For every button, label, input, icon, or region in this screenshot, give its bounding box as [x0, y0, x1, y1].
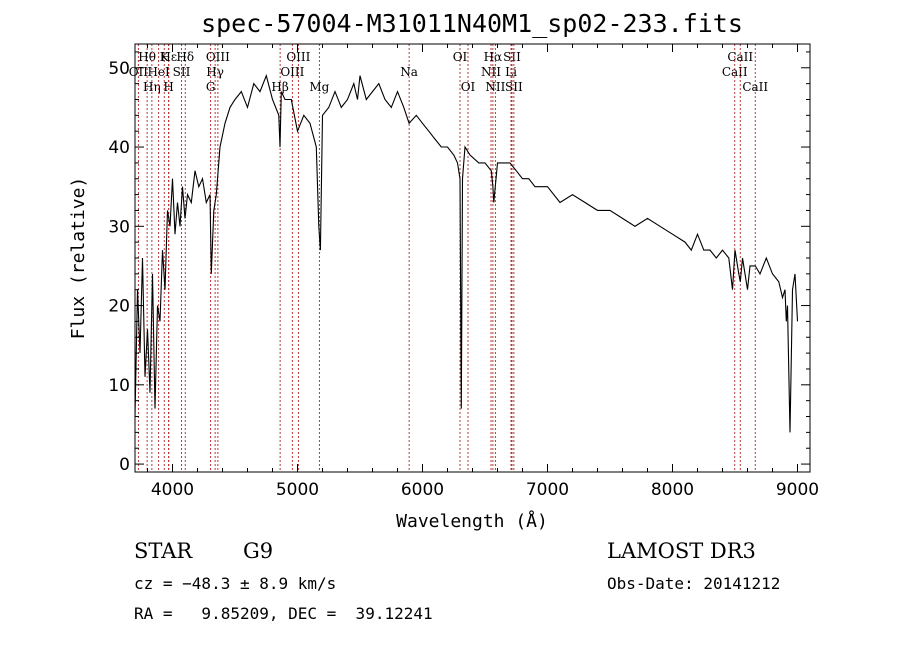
ra-dec-coordinates: RA = 9.85209, DEC = 39.12241 — [134, 604, 433, 623]
spectral-line-label: NII — [485, 80, 505, 94]
spectral-line-label: Na — [400, 65, 418, 79]
spectral-line-label: OIII — [206, 50, 230, 64]
plot-frame — [134, 43, 811, 473]
y-axis-label: Flux (relative) — [68, 177, 89, 340]
spectral-line-label: OI — [461, 80, 476, 94]
spectral-line-markers: HθOIIHηHeIKHHεSIIHδGOIIIHγHβOIIIOIIIMgNa… — [129, 44, 768, 472]
spectral-line-label: Hβ — [271, 80, 288, 94]
redshift-velocity: cz = −48.3 ± 8.9 km/s — [134, 574, 337, 593]
object-subclass: G9 — [243, 539, 274, 563]
spectral-line-label: SII — [503, 50, 521, 64]
y-tick-label: 20 — [108, 297, 130, 317]
observation-date: Obs-Date: 20141212 — [607, 574, 781, 593]
spectral-line-label: Mg — [309, 80, 329, 94]
y-tick-label: 40 — [108, 138, 130, 158]
spectral-line-label: Hθ — [138, 50, 156, 64]
survey-name: LAMOST DR3 — [607, 539, 756, 563]
spectrum-series-line — [134, 73, 799, 433]
spectral-line-label: Hα — [484, 50, 503, 64]
spectral-line-label: CaII — [722, 65, 748, 79]
spectral-line-label: CaII — [727, 50, 753, 64]
spectral-line-label: HeI — [147, 65, 170, 79]
spectral-line-label: OI — [453, 50, 468, 64]
spectral-line-label: SII — [173, 65, 191, 79]
x-axis-label: Wavelength (Å) — [396, 510, 548, 532]
x-tick-label: 4000 — [151, 480, 194, 500]
spectral-line-label: OII — [129, 65, 149, 79]
x-tick-label: 6000 — [401, 480, 444, 500]
spectral-line-label: Li — [505, 65, 517, 79]
y-tick-label: 10 — [108, 376, 130, 396]
x-tick-label: 7000 — [526, 480, 569, 500]
spectrum-trace — [134, 73, 799, 433]
spectral-line-label: OIII — [280, 65, 304, 79]
x-tick-label: 9000 — [776, 480, 819, 500]
spectral-line-label: Hε — [160, 50, 177, 64]
spectral-line-label: CaII — [742, 80, 768, 94]
spectral-line-label: Hη — [143, 80, 161, 94]
spectral-line-label: OIII — [286, 50, 310, 64]
x-tick-label: 8000 — [651, 480, 694, 500]
spectral-line-label: Hδ — [176, 50, 194, 64]
spectral-line-label: G — [206, 80, 216, 94]
axis-ticks: 4000 5000 6000 7000 8000 9000 0 10 20 30 40 50 — [108, 44, 819, 500]
spectral-line-label: NII — [481, 65, 501, 79]
spectral-line-label: Hγ — [206, 65, 224, 79]
x-tick-label: 5000 — [276, 480, 319, 500]
spectral-line-label: H — [163, 80, 173, 94]
object-class: STAR — [134, 539, 193, 563]
y-tick-label: 0 — [119, 455, 130, 475]
spectral-line-label: K — [160, 50, 170, 64]
spectral-line-label: SII — [505, 80, 523, 94]
y-tick-label: 50 — [108, 59, 130, 79]
chart-title: spec-57004-M31011N40M1_sp02-233.fits — [201, 9, 743, 38]
y-tick-label: 30 — [108, 217, 130, 237]
